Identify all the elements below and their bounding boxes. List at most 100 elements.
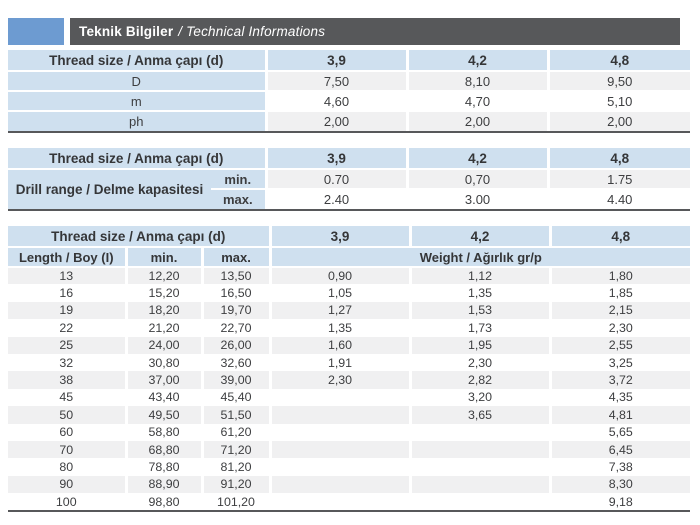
dimension-value-cell: 9,50 — [546, 70, 690, 91]
weight-cell: 1,05 — [268, 284, 411, 302]
dimension-row-label: m — [8, 90, 266, 111]
weight-cell: 3,25 — [548, 353, 691, 372]
length-min-cell: 68,80 — [124, 440, 202, 459]
length-cell: 25 — [8, 336, 126, 354]
length-cell: 19 — [8, 301, 126, 320]
length-weight-table-wrap: Thread size / Anma çapı (d) 3,9 4,2 4,8 … — [8, 226, 691, 513]
weight-cell — [408, 423, 551, 441]
length-max-cell: 13,50 — [200, 265, 271, 285]
size-column-header: 4,8 — [546, 50, 690, 71]
size-column-header: 4,2 — [405, 148, 549, 169]
max-column-header: max. — [200, 246, 271, 267]
weight-cell — [268, 493, 411, 511]
dimension-row: D 7,50 8,10 9,50 — [8, 70, 690, 91]
length-max-cell: 26,00 — [200, 336, 271, 354]
length-row: 80 78,80 81,20 7,38 — [8, 458, 691, 476]
weight-cell: 5,65 — [548, 423, 691, 441]
section-title-turkish: Teknik Bilgiler — [79, 24, 174, 39]
dimension-row: ph 2,00 2,00 2,00 — [8, 110, 690, 131]
length-row: 32 30,80 32,60 1,91 2,30 3,25 — [8, 353, 691, 372]
drill-value-cell: 3.00 — [405, 188, 549, 209]
dimension-row-label: D — [8, 70, 266, 91]
weight-cell: 2,82 — [408, 371, 551, 389]
size-column-header: 4,2 — [405, 50, 548, 71]
length-row: 60 58,80 61,20 5,65 — [8, 423, 691, 441]
weight-cell: 2,30 — [408, 353, 551, 372]
weight-cell — [268, 388, 411, 407]
length-max-cell: 16,50 — [200, 284, 271, 302]
length-min-cell: 43,40 — [124, 388, 202, 407]
length-cell: 80 — [8, 458, 126, 476]
dimension-value-cell: 2,00 — [405, 110, 548, 131]
length-cell: 60 — [8, 423, 126, 441]
weight-cell — [408, 458, 551, 476]
weight-cell — [268, 423, 411, 441]
size-column-header: 4,8 — [548, 226, 691, 247]
thread-size-header-label: Thread size / Anma çapı (d) — [8, 50, 266, 71]
weight-cell — [268, 406, 411, 424]
thread-size-header-row: Thread size / Anma çapı (d) 3,9 4,2 4,8 — [8, 50, 690, 71]
length-max-cell: 61,20 — [200, 423, 271, 441]
length-cell: 50 — [8, 406, 126, 424]
length-cell: 45 — [8, 388, 126, 407]
length-cell: 13 — [8, 265, 126, 285]
drill-range-table-wrap: Thread size / Anma çapı (d) 3,9 4,2 4,8 … — [8, 148, 691, 211]
length-max-cell: 32,60 — [200, 353, 271, 372]
thread-size-header-label: Thread size / Anma çapı (d) — [8, 148, 267, 169]
length-max-cell: 19,70 — [200, 301, 271, 320]
weight-cell: 1,12 — [408, 265, 551, 285]
length-row: 16 15,20 16,50 1,05 1,35 1,85 — [8, 284, 691, 302]
drill-range-row-label: Drill range / Delme kapasitesi — [8, 168, 211, 209]
weight-column-header: Weight / Ağırlık gr/p — [268, 246, 691, 267]
min-column-header: min. — [124, 246, 202, 267]
length-max-cell: 39,00 — [200, 371, 271, 389]
length-max-cell: 51,50 — [200, 406, 271, 424]
weight-cell: 1,60 — [268, 336, 411, 354]
weight-cell: 3,20 — [408, 388, 551, 407]
weight-cell: 2,55 — [548, 336, 691, 354]
length-max-cell: 101,20 — [200, 493, 271, 511]
length-min-cell: 58,80 — [124, 423, 202, 441]
weight-cell — [408, 475, 551, 494]
length-min-cell: 12,20 — [124, 265, 202, 285]
dimension-value-cell: 2,00 — [264, 110, 407, 131]
drill-range-table: Thread size / Anma çapı (d) 3,9 4,2 4,8 … — [8, 148, 691, 209]
weight-cell: 1,27 — [268, 301, 411, 320]
length-max-cell: 22,70 — [200, 319, 271, 337]
length-min-cell: 88,90 — [124, 475, 202, 494]
length-row: 45 43,40 45,40 3,20 4,35 — [8, 388, 691, 407]
weight-cell — [268, 475, 411, 494]
length-cell: 90 — [8, 475, 126, 494]
weight-cell — [268, 458, 411, 476]
weight-cell: 0,90 — [268, 265, 411, 285]
length-min-cell: 21,20 — [124, 319, 202, 337]
dimension-row: m 4,60 4,70 5,10 — [8, 90, 690, 111]
weight-cell: 1,95 — [408, 336, 551, 354]
size-column-header: 3,9 — [264, 148, 408, 169]
dimension-row-label: ph — [8, 110, 266, 131]
length-row: 13 12,20 13,50 0,90 1,12 1,80 — [8, 265, 691, 285]
weight-cell: 2,30 — [268, 371, 411, 389]
weight-cell: 7,38 — [548, 458, 691, 476]
weight-cell: 1,91 — [268, 353, 411, 372]
weight-cell: 1,80 — [548, 265, 691, 285]
weight-cell: 8,30 — [548, 475, 691, 494]
drill-max-row: max. 2.40 3.00 4.40 — [8, 188, 691, 209]
weight-cell: 1,53 — [408, 301, 551, 320]
length-max-cell: 45,40 — [200, 388, 271, 407]
length-max-cell: 91,20 — [200, 475, 271, 494]
length-cell: 38 — [8, 371, 126, 389]
length-cell: 70 — [8, 440, 126, 459]
length-min-cell: 30,80 — [124, 353, 202, 372]
dimensions-table-wrap: Thread size / Anma çapı (d) 3,9 4,2 4,8 … — [8, 50, 690, 133]
section-title-english: / Technical Informations — [178, 24, 326, 39]
thread-size-header-label: Thread size / Anma çapı (d) — [8, 226, 271, 247]
length-weight-table: Thread size / Anma çapı (d) 3,9 4,2 4,8 … — [8, 226, 691, 511]
thread-size-header-row: Thread size / Anma çapı (d) 3,9 4,2 4,8 — [8, 148, 691, 169]
length-cell: 32 — [8, 353, 126, 372]
dimension-value-cell: 8,10 — [405, 70, 548, 91]
length-max-cell: 71,20 — [200, 440, 271, 459]
length-row: 70 68,80 71,20 6,45 — [8, 440, 691, 459]
dimension-value-cell: 5,10 — [546, 90, 690, 111]
